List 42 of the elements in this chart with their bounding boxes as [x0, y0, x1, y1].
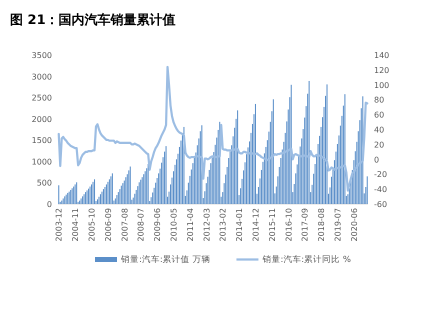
x-tick-label: 2014-01	[235, 208, 244, 242]
x-tick-label: 2008-07	[136, 208, 146, 242]
y-tick-label: 3000	[32, 72, 52, 82]
x-tick-label: 2012-03	[202, 208, 212, 242]
y-tick-label: 3500	[32, 51, 52, 60]
y2-tick-label: 60	[374, 110, 384, 120]
y2-tick-label: -20	[374, 170, 388, 180]
x-tick-label: 2018-08	[317, 208, 326, 242]
legend-label: 销量:汽车:累计值 万辆	[120, 254, 210, 265]
y-tick-label: 0	[46, 200, 52, 209]
y-tick-label: 2000	[32, 114, 52, 124]
y2-tick-label: 140	[374, 51, 390, 60]
x-tick-label: 2019-07	[333, 208, 342, 242]
y2-tick-label: 100	[374, 80, 390, 90]
chart-title: 图 21：国内汽车销量累计值	[10, 12, 176, 28]
x-tick-label: 2009-06	[153, 208, 162, 242]
x-tick-label: 2017-09	[300, 208, 310, 242]
x-tick-label: 2013-02	[218, 208, 228, 242]
y2-tick-label: 40	[374, 126, 384, 134]
x-tick-label: 2014-12	[251, 208, 260, 242]
x-tick-label: 2011-04	[186, 208, 195, 242]
y-tick-label: 1500	[32, 136, 52, 146]
x-tick-label: 2003-12	[54, 208, 64, 242]
x-tick-label: 2004-11	[71, 208, 80, 242]
y-tick-label: 500	[36, 178, 52, 188]
x-tick-label: 2020-06	[350, 208, 359, 242]
x-tick-label: 2016-10	[284, 208, 294, 242]
y2-tick-label: 0	[374, 155, 380, 164]
x-tick-label: 2005-10	[88, 208, 97, 242]
y-tick-label: 1000	[32, 157, 52, 166]
y2-tick-label: 120	[374, 66, 390, 75]
x-tick-label: 2015-11	[268, 208, 277, 242]
y2-tick-label: 20	[374, 140, 384, 150]
y2-tick-label: -60	[374, 200, 388, 209]
y2-tick-label: -40	[374, 185, 388, 194]
x-tick-label: 2006-09	[104, 208, 113, 242]
y2-tick-label: 80	[374, 96, 384, 105]
line-series	[58, 66, 368, 192]
x-tick-label: 2007-08	[120, 208, 130, 242]
legend-label: 销量:汽车:累计同比 %	[261, 254, 351, 265]
x-tick-label: 2010-05	[170, 208, 179, 242]
y-tick-label: 2500	[32, 94, 52, 103]
